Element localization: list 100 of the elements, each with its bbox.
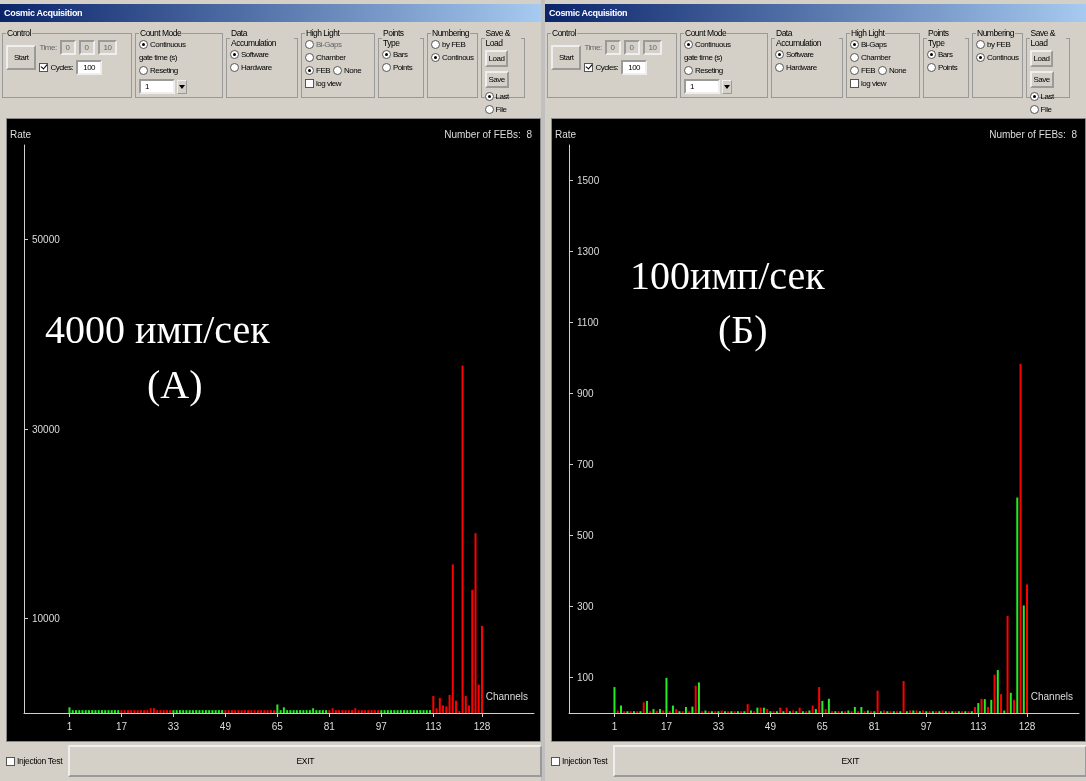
text: Time: (39, 43, 57, 52)
y-tick-label: 10000 (32, 612, 61, 624)
bar (260, 710, 263, 713)
text: File (495, 105, 507, 114)
bar (321, 710, 324, 713)
bar (403, 710, 406, 713)
text: Bi-Gaps (861, 40, 887, 49)
bar (211, 710, 214, 713)
bar (68, 707, 71, 713)
bar (162, 710, 165, 713)
bar (432, 695, 435, 713)
text: Bars (393, 50, 408, 59)
y-tick-label: 1100 (577, 317, 599, 328)
bar (474, 533, 477, 713)
bar (234, 710, 237, 713)
text: Hardware (241, 63, 272, 72)
text: None (889, 66, 907, 75)
x-tick-label: 113 (425, 720, 442, 732)
bar (1026, 584, 1029, 713)
x-tick-label: 81 (323, 720, 336, 732)
bar (308, 710, 311, 713)
text: Software (786, 50, 814, 59)
text: Bi-Gaps (316, 40, 342, 49)
bar (412, 710, 415, 713)
bar (104, 710, 107, 713)
bar (243, 710, 246, 713)
text: Injection Test (562, 756, 608, 766)
x-tick-label: 1 (611, 720, 618, 732)
x-tick-label: 128 (473, 720, 491, 732)
y-tick-label: 1300 (577, 246, 600, 257)
bar (354, 708, 357, 713)
bar (341, 710, 344, 713)
bar (146, 710, 149, 713)
bar (406, 710, 409, 713)
x-tick-label: 65 (271, 720, 284, 732)
text: Continous (442, 53, 474, 62)
bar (178, 710, 181, 713)
text: 100 (621, 60, 648, 75)
text: Save (1029, 71, 1054, 88)
text: Last (1040, 92, 1054, 101)
bar (282, 707, 285, 713)
bar (266, 710, 269, 713)
annotation: 4000 имп/сек (45, 306, 271, 352)
text: log view (861, 79, 886, 88)
bar (136, 710, 139, 713)
bar (227, 710, 230, 713)
bar (159, 710, 162, 713)
bar (860, 706, 863, 713)
bar (996, 670, 999, 713)
bar (139, 710, 142, 713)
bar (357, 710, 360, 713)
y-axis-title: Rate (555, 128, 577, 140)
bar (422, 710, 425, 713)
bar (149, 708, 152, 713)
bar (175, 710, 178, 713)
bar (386, 710, 389, 713)
bar (671, 705, 674, 713)
bar (853, 706, 856, 713)
text: FEB (861, 66, 876, 75)
text: Software (241, 50, 269, 59)
text: Numbering (976, 28, 1016, 38)
text: Points (393, 63, 413, 72)
x-tick-label: 97 (375, 720, 388, 732)
bar (312, 708, 315, 713)
bar (1000, 694, 1003, 713)
bar (344, 710, 347, 713)
bar (691, 706, 694, 713)
bar (198, 710, 201, 713)
x-tick-label: 49 (219, 720, 232, 732)
text: EXIT (68, 745, 543, 777)
bar (471, 589, 474, 713)
bar (143, 710, 146, 713)
bar (237, 710, 240, 713)
text: Last (495, 92, 509, 101)
bar (133, 710, 136, 713)
text: gate time (s) (139, 53, 177, 62)
y-tick-label: 700 (577, 459, 595, 470)
y-tick-label: 30000 (32, 423, 61, 435)
bar (152, 708, 155, 713)
bar (289, 710, 292, 713)
y-axis-title: Rate (10, 128, 32, 140)
bar (230, 710, 233, 713)
bar (811, 705, 814, 713)
text: Continuous (150, 40, 186, 49)
text: Bars (938, 50, 953, 59)
bar (107, 710, 110, 713)
bar (292, 710, 295, 713)
text: 0 (78, 40, 95, 55)
bar (253, 710, 256, 713)
text: 1 (139, 79, 175, 94)
bar (240, 710, 243, 713)
bar (619, 705, 622, 713)
bar (383, 710, 386, 713)
text: High Light (850, 28, 886, 38)
text: Continous (987, 53, 1019, 62)
bar (814, 709, 817, 713)
text: Cycles: (595, 63, 619, 72)
bar (331, 708, 334, 713)
bar (334, 710, 337, 713)
bar (1019, 363, 1022, 713)
